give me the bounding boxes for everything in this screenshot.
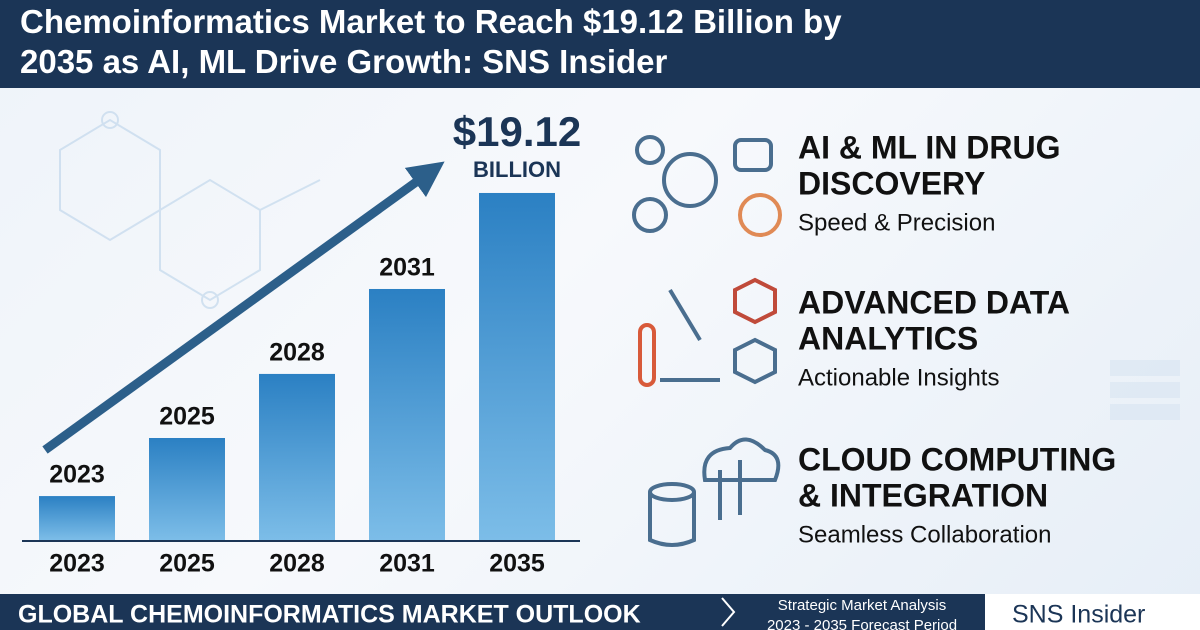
bar	[149, 437, 225, 540]
footer-note: Strategic Market Analysis	[778, 597, 946, 614]
footer: GLOBAL CHEMOINFORMATICS MARKET OUTLOOK S…	[0, 594, 1200, 630]
feature-title: ANALYTICS	[798, 320, 978, 356]
feature-title: AI & ML IN DRUG	[798, 129, 1061, 165]
feature-subtitle: Actionable Insights	[798, 364, 999, 391]
ai-icon	[632, 135, 782, 237]
bar-label: 2028	[269, 339, 325, 367]
growth-arrow	[42, 161, 445, 454]
x-tick-label: 2028	[269, 550, 325, 578]
x-tick-label: 2023	[49, 550, 105, 578]
chart: 2023 2023 2025 2025 2028 2028 2031 2031 2035 $19.…	[22, 108, 1116, 578]
feature-subtitle: Speed & Precision	[798, 209, 995, 236]
feature-title: & INTEGRATION	[798, 477, 1048, 513]
feature-title: DISCOVERY	[798, 165, 985, 201]
header: Chemoinformatics Market to Reach $19.12 …	[0, 0, 1200, 88]
feature-title: ADVANCED DATA	[798, 284, 1070, 320]
page-title: Chemoinformatics Market to Reach $19.12 …	[20, 3, 842, 80]
footer-headline: GLOBAL CHEMOINFORMATICS MARKET OUTLOOK	[18, 601, 641, 629]
bar	[479, 192, 555, 541]
bar-label: 2031	[379, 254, 435, 282]
bar	[39, 496, 115, 540]
value-label: $19.12	[453, 108, 581, 155]
x-tick-label: 2031	[379, 550, 435, 578]
analytics-icon	[638, 277, 777, 387]
footer-svg: GLOBAL CHEMOINFORMATICS MARKET OUTLOOK S…	[18, 594, 1200, 630]
feature-title: CLOUD COMPUTING	[798, 441, 1116, 477]
cloud-icon	[648, 437, 781, 547]
bar	[369, 288, 445, 540]
footer-note: 2023 - 2035 Forecast Period	[767, 617, 957, 630]
bar	[259, 373, 335, 540]
bar-label: 2025	[159, 403, 215, 431]
value-label-unit: BILLION	[473, 157, 561, 182]
x-tick-label: 2035	[489, 550, 545, 578]
x-tick-label: 2025	[159, 550, 215, 578]
feature-subtitle: Seamless Collaboration	[798, 521, 1051, 548]
brand: SNS Insider	[1012, 601, 1145, 629]
bar-label: 2023	[49, 461, 105, 489]
